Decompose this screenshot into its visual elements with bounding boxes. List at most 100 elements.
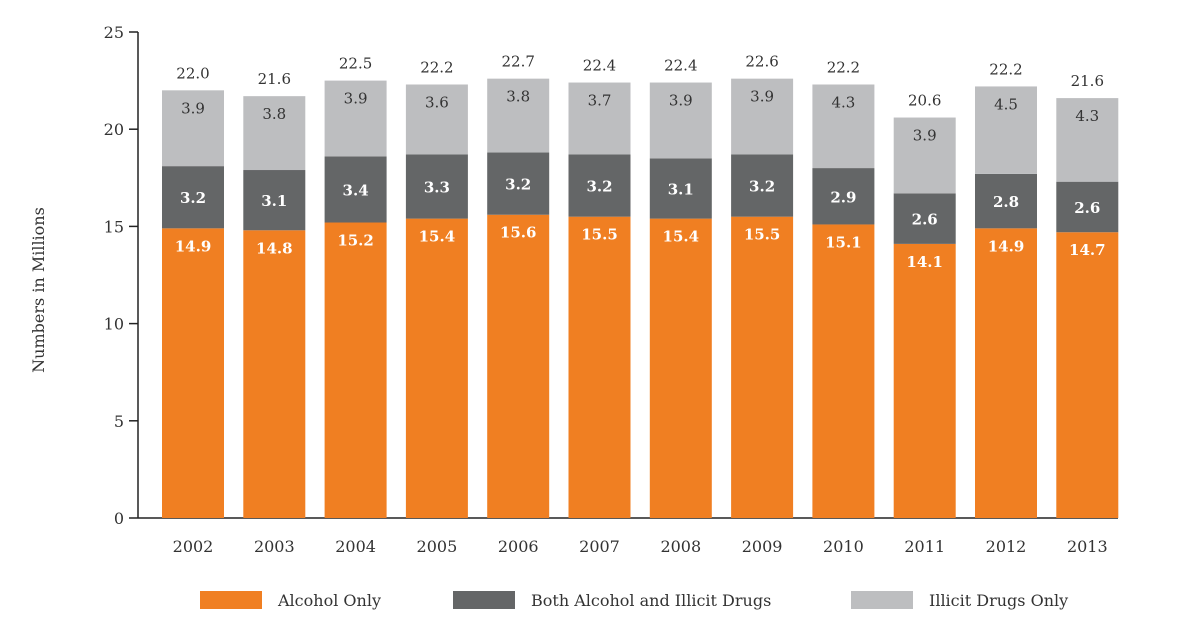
total-label: 20.6 [908,92,941,110]
bar-segment [243,96,306,171]
legend-swatch [200,591,262,609]
data-label: 14.9 [175,237,212,255]
y-tick-label: 20 [104,120,124,139]
data-label: 15.2 [337,232,374,250]
x-tick-label: 2011 [904,537,945,556]
x-tick-label: 2012 [986,537,1027,556]
bar-segment [975,86,1037,174]
data-label: 4.5 [994,95,1018,113]
total-label: 22.2 [989,60,1022,78]
bar-segment [731,78,794,155]
bar-segment [405,84,468,155]
data-label: 3.2 [180,189,206,207]
x-tick-label: 2010 [823,537,864,556]
total-label: 22.0 [176,64,209,82]
bar-segment [731,154,794,217]
y-tick-label: 15 [104,217,124,236]
data-label: 3.9 [913,127,937,145]
bar-segment [812,168,875,225]
data-label: 14.1 [906,253,943,271]
bar-segment [975,173,1037,229]
bar-segment [243,170,306,231]
x-tick-label: 2007 [579,537,620,556]
data-label: 3.9 [669,92,693,110]
data-label: 3.2 [586,178,612,196]
x-tick-label: 2013 [1067,537,1108,556]
total-label: 22.2 [827,58,860,76]
data-label: 3.1 [261,192,287,210]
data-label: 2.8 [993,193,1019,211]
bar-segment [324,80,387,157]
data-label: 14.9 [988,237,1025,255]
bar-segment [405,218,468,518]
bar-segment [649,82,712,159]
bar-segment [731,216,794,518]
bar-segment [649,158,712,219]
total-label: 22.6 [745,53,778,71]
data-label: 3.9 [181,99,205,117]
data-label: 14.7 [1069,241,1106,259]
total-label: 22.2 [420,58,453,76]
data-label: 2.6 [912,211,938,229]
data-label: 3.1 [668,180,694,198]
bar-segment [487,152,550,215]
data-label: 15.6 [500,224,537,242]
data-label: 3.9 [750,88,774,106]
data-label: 2.9 [830,188,856,206]
legend-swatch [453,591,515,609]
x-tick-label: 2004 [335,537,376,556]
bar-segment [975,228,1037,518]
bar-segment [162,166,224,229]
bar-segment [162,228,224,518]
y-tick-label: 10 [104,315,124,334]
x-tick-label: 2009 [742,537,783,556]
total-label: 21.6 [258,70,291,88]
bar-segment [812,84,875,169]
data-label: 15.1 [825,233,862,251]
data-label: 15.4 [663,228,700,246]
total-label: 21.6 [1071,72,1104,90]
data-label: 3.3 [424,179,450,197]
y-tick-label: 0 [114,509,124,528]
data-label: 3.2 [505,176,531,194]
data-label: 3.7 [588,92,612,110]
data-label: 4.3 [1075,107,1099,125]
bar-segment [1056,232,1119,518]
total-label: 22.4 [664,57,697,75]
total-label: 22.7 [501,53,534,71]
data-label: 3.9 [344,90,368,108]
bar-segment [568,216,631,518]
data-label: 15.5 [744,226,781,244]
bar-segment [893,117,956,194]
bar-segment [162,90,224,167]
bar-segment [568,154,631,217]
data-label: 15.4 [419,228,456,246]
data-label: 15.5 [581,226,618,244]
data-label: 3.8 [506,88,530,106]
data-label: 4.3 [831,93,855,111]
bar-segment [405,154,468,219]
bar-segment [324,156,387,223]
data-label: 3.2 [749,178,775,196]
data-label: 3.6 [425,93,449,111]
x-tick-label: 2003 [254,537,295,556]
x-tick-label: 2002 [173,537,214,556]
bar-segment [1056,98,1119,182]
data-label: 14.8 [256,239,293,257]
bar-segment [649,218,712,518]
y-axis-label: Numbers in Millions [29,207,48,373]
y-tick-label: 5 [114,412,124,431]
bar-segment [1056,181,1119,233]
bar-segment [324,222,387,518]
x-tick-label: 2008 [660,537,701,556]
bar-segment [568,82,631,155]
bar-segment [243,230,306,518]
bar-segment [893,243,956,518]
legend-swatch [851,591,913,609]
total-label: 22.4 [583,57,616,75]
bar-segment [893,193,956,244]
x-tick-label: 2005 [417,537,458,556]
legend-label: Alcohol Only [277,591,381,610]
bar-segment [487,78,550,153]
